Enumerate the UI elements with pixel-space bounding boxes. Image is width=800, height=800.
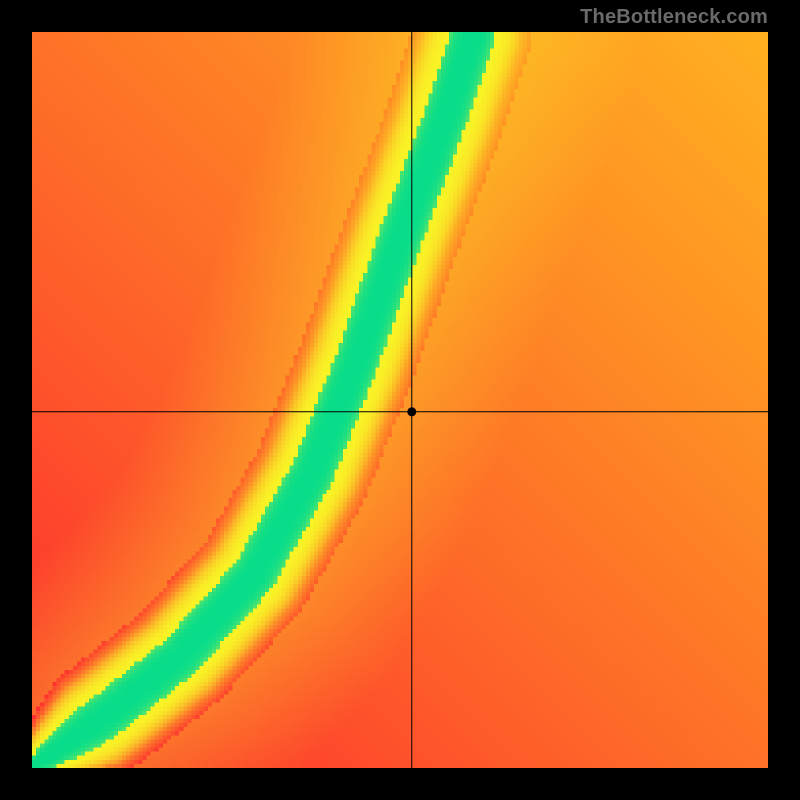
overlay-svg: [32, 32, 768, 768]
plot-area: [32, 32, 768, 768]
chart-frame: TheBottleneck.com: [0, 0, 800, 800]
center-marker: [407, 407, 416, 416]
watermark-text: TheBottleneck.com: [580, 6, 768, 29]
